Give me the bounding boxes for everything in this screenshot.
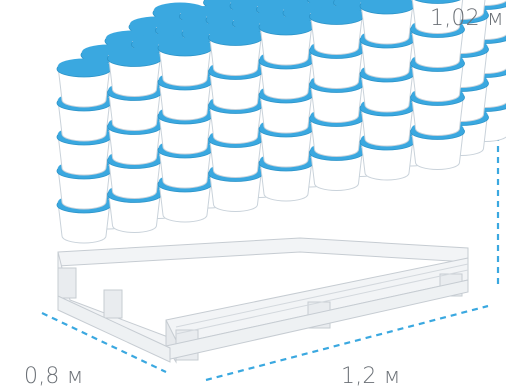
height-label: 1,02 м — [430, 6, 504, 31]
width-label: 0,8 м — [24, 364, 84, 389]
pallet — [57, 237, 469, 364]
bucket — [309, 6, 364, 55]
bucket-stack — [56, 0, 506, 244]
width-dimension-line — [41, 312, 167, 373]
bucket — [258, 16, 314, 66]
bucket — [411, 0, 464, 34]
length-label: 1,2 м — [341, 364, 401, 389]
bucket — [208, 27, 263, 76]
length-dimension-line — [205, 304, 489, 382]
bucket — [107, 48, 162, 97]
bucket — [157, 37, 213, 87]
bucket — [359, 0, 415, 45]
bucket — [56, 58, 112, 108]
